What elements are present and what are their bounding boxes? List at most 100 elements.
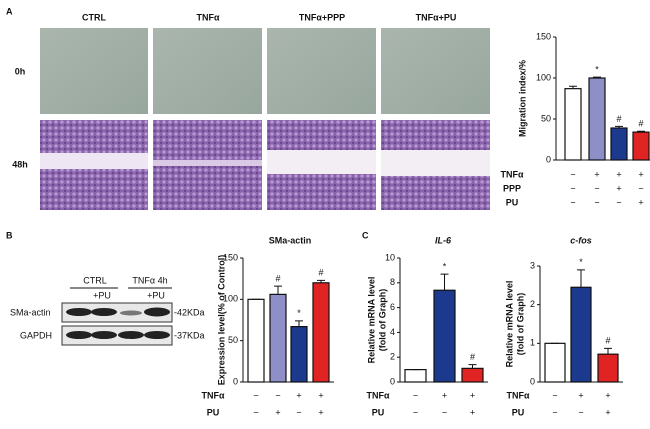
chart-title: c-fos: [570, 235, 592, 245]
treatment-mark: −: [552, 390, 557, 400]
column-label: CTRL: [82, 12, 106, 22]
treatment-mark: −: [442, 407, 447, 417]
treatment-mark: +: [442, 390, 447, 400]
bar: [597, 353, 619, 383]
treatment-mark: −: [578, 407, 583, 417]
treatment-label: +PU: [147, 290, 165, 300]
treatment-mark: +: [275, 407, 280, 417]
treatment-name: PU: [372, 407, 385, 417]
bar: [461, 367, 484, 383]
treatment-mark: +: [470, 407, 475, 417]
y-axis-label: (fold of Graph): [515, 293, 525, 356]
y-tick-label: 100: [223, 294, 238, 304]
treatment-mark: +: [296, 390, 301, 400]
blot: [61, 325, 173, 346]
group-label: CTRL: [83, 275, 107, 285]
y-tick-label: 2: [390, 352, 395, 362]
treatment-mark: −: [616, 197, 621, 207]
wound-gap: [267, 150, 376, 174]
treatment-mark: +: [470, 390, 475, 400]
y-tick-label: 8: [390, 277, 395, 287]
wound-gap: [153, 160, 262, 166]
treatment-mark: −: [594, 183, 599, 193]
group-label: TNFα 4h: [132, 275, 167, 285]
micrographs: [40, 28, 490, 210]
treatment-mark: −: [413, 407, 418, 417]
column-label: TNFα+PU: [416, 12, 457, 22]
bar: [632, 131, 650, 161]
y-axis-label: Expression level(% of Control): [216, 255, 226, 386]
blot: [61, 302, 173, 323]
treatment-mark: +: [638, 169, 643, 179]
y-tick-label: 10: [385, 252, 395, 262]
annotation: *: [579, 257, 583, 267]
bar: [564, 88, 582, 161]
treatment-mark: −: [552, 407, 557, 417]
y-axis-label: Relative mRNA level: [504, 281, 514, 368]
chart-title: IL-6: [435, 235, 452, 245]
error-bar: [637, 130, 645, 133]
error-bar: [569, 85, 577, 89]
treatment-name: PU: [506, 197, 519, 207]
y-tick-label: 150: [223, 252, 238, 262]
band: [91, 308, 117, 316]
treatment-mark: +: [605, 390, 610, 400]
row-label: 0h: [15, 66, 26, 76]
treatment-mark: +: [616, 183, 621, 193]
treatment-mark: +: [318, 390, 323, 400]
y-axis-label: Migration index/%: [517, 60, 527, 137]
treatment-mark: −: [253, 407, 258, 417]
y-tick-label: 0: [233, 376, 238, 386]
y-tick-label: 100: [536, 72, 551, 82]
chart-title: SMa-actin: [269, 235, 312, 245]
treatment-name: PU: [512, 407, 525, 417]
band: [66, 331, 92, 339]
y-tick-label: 0: [546, 154, 551, 164]
y-tick-label: 50: [541, 113, 551, 123]
band: [144, 331, 170, 339]
bar: [247, 298, 265, 383]
annotation: *: [443, 261, 447, 271]
micrograph: [267, 28, 376, 114]
panel-letter: B: [6, 230, 13, 240]
annotation: *: [297, 308, 301, 318]
micrograph: [40, 28, 148, 114]
treatment-mark: −: [570, 183, 575, 193]
treatment-name: PU: [207, 407, 220, 417]
column-label: TNFα: [196, 12, 219, 22]
y-tick-label: 4: [390, 327, 395, 337]
annotation: #: [275, 273, 280, 283]
bar: [588, 77, 606, 161]
treatment-name: TNFα: [506, 390, 529, 400]
treatment-mark: +: [616, 169, 621, 179]
treatment-mark: +: [318, 407, 323, 417]
bar: [290, 326, 308, 383]
treatment-mark: +: [594, 169, 599, 179]
y-tick-label: 0: [530, 376, 535, 386]
band: [144, 307, 170, 317]
treatment-name: TNFα: [366, 390, 389, 400]
error-bar: [468, 364, 477, 369]
treatment-mark: −: [275, 390, 280, 400]
panel-letter: A: [6, 6, 13, 16]
treatment-name: TNFα: [500, 169, 523, 179]
bar: [610, 127, 628, 161]
panel-letter: C: [362, 230, 369, 240]
band: [118, 331, 144, 339]
annotation: #: [318, 268, 323, 278]
y-axis-label: (fold of Graph): [377, 289, 387, 352]
error-bar: [274, 285, 282, 295]
treatment-mark: −: [413, 390, 418, 400]
bar: [433, 289, 456, 383]
error-bar: [440, 273, 449, 291]
treatment-mark: −: [570, 169, 575, 179]
error-bar: [604, 347, 612, 355]
bar: [404, 369, 427, 383]
band-label: GAPDH: [20, 330, 52, 340]
bar: [544, 342, 566, 383]
treatment-mark: −: [253, 390, 258, 400]
y-tick-label: 1: [530, 338, 535, 348]
annotation: #: [605, 336, 610, 346]
size-label: -42KDa: [174, 307, 205, 317]
